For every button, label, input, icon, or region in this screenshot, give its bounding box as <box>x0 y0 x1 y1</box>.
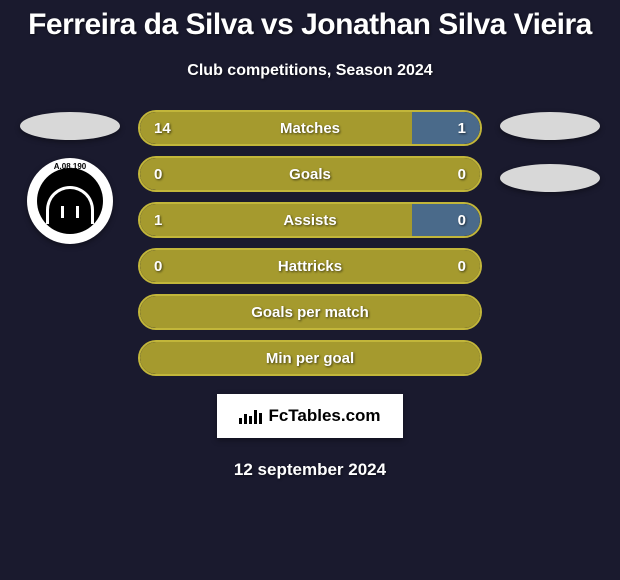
stat-label: Goals <box>289 166 331 183</box>
player2-ellipse-2 <box>500 164 600 192</box>
stat-row-hattricks: 0 0 Hattricks <box>138 248 482 284</box>
stat-label: Matches <box>280 120 340 137</box>
comparison-card: Ferreira da Silva vs Jonathan Silva Viei… <box>0 0 620 480</box>
stat-value-player2: 1 <box>458 120 466 137</box>
stat-label: Goals per match <box>251 304 369 321</box>
subtitle: Club competitions, Season 2024 <box>187 62 432 80</box>
player2-ellipse-1 <box>500 112 600 140</box>
stat-row-goals: 0 0 Goals <box>138 156 482 192</box>
stat-fill-player2 <box>412 204 480 236</box>
badge-inner <box>37 168 103 234</box>
stat-label: Assists <box>283 212 336 229</box>
stat-fill-player1 <box>140 204 412 236</box>
stat-value-player2: 0 <box>458 166 466 183</box>
stat-fill-player1 <box>140 112 412 144</box>
stat-row-goals-per-match: Goals per match <box>138 294 482 330</box>
stats-column: 14 1 Matches 0 0 Goals 1 0 Assists 0 0 Hattricks Goa… <box>130 110 490 376</box>
stat-row-matches: 14 1 Matches <box>138 110 482 146</box>
player2-column <box>490 110 610 192</box>
page-title: Ferreira da Silva vs Jonathan Silva Viei… <box>28 8 592 42</box>
bar-chart-icon <box>239 408 262 424</box>
stat-row-assists: 1 0 Assists <box>138 202 482 238</box>
stat-value-player1: 0 <box>154 166 162 183</box>
player1-club-badge: A.08.190 <box>27 158 113 244</box>
fctables-logo[interactable]: FcTables.com <box>217 394 402 438</box>
stat-fill-player2 <box>412 112 480 144</box>
stat-row-min-per-goal: Min per goal <box>138 340 482 376</box>
stat-value-player1: 14 <box>154 120 171 137</box>
chart-area: A.08.190 14 1 Matches 0 0 Goals 1 0 Assists 0 0 Hat… <box>10 110 610 376</box>
stat-value-player2: 0 <box>458 212 466 229</box>
badge-bridge-icon <box>46 186 94 210</box>
player1-column: A.08.190 <box>10 110 130 244</box>
stat-value-player1: 1 <box>154 212 162 229</box>
stat-label: Hattricks <box>278 258 342 275</box>
stat-value-player1: 0 <box>154 258 162 275</box>
stat-label: Min per goal <box>266 350 354 367</box>
stat-value-player2: 0 <box>458 258 466 275</box>
player1-ellipse <box>20 112 120 140</box>
logo-text: FcTables.com <box>268 406 380 426</box>
date-label: 12 september 2024 <box>234 460 386 480</box>
